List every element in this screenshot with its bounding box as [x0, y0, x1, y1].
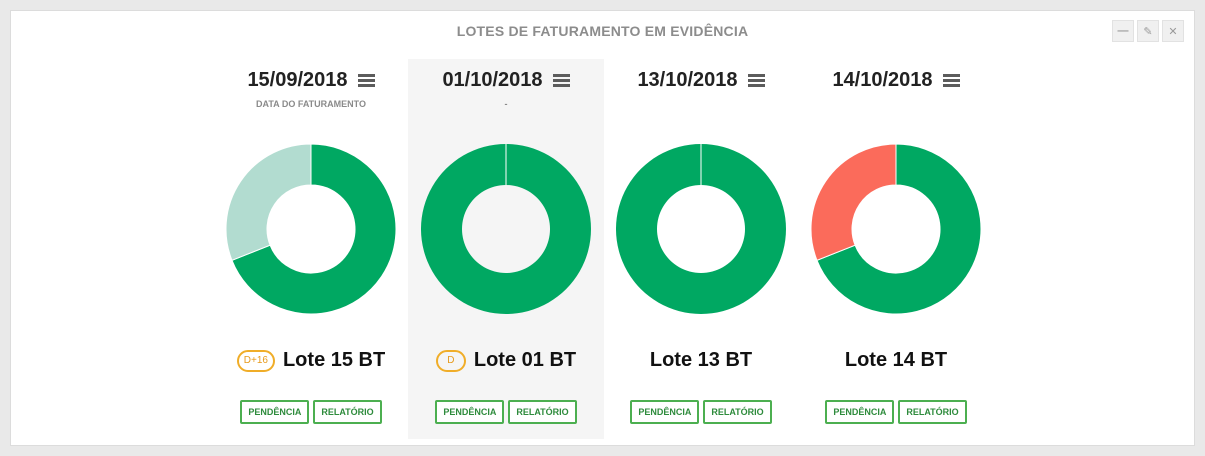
donut-segment: [421, 144, 591, 314]
billing-date: 14/10/2018: [832, 69, 933, 91]
lote-name: Lote 14 BT: [844, 349, 948, 371]
lote-column: 15/09/2018 DATA DO FATURAMENTO D+16 Lote…: [213, 59, 409, 439]
panel-title: LOTES DE FATURAMENTO EM EVIDÊNCIA: [456, 23, 749, 39]
minimize-icon[interactable]: —: [1112, 20, 1134, 42]
window-controls: — ✎ ✕: [1112, 20, 1184, 42]
pendencia-button[interactable]: PENDÊNCIA: [630, 400, 700, 424]
lotes-panel: LOTES DE FATURAMENTO EM EVIDÊNCIA — ✎ ✕ …: [10, 10, 1195, 446]
menu-icon[interactable]: [747, 74, 765, 87]
lote-column-selected: 01/10/2018 - D Lote 01 BT PENDÊNCIA RELA…: [408, 59, 604, 439]
menu-icon[interactable]: [357, 74, 375, 87]
relatorio-button[interactable]: RELATÓRIO: [703, 400, 772, 424]
billing-date: 15/09/2018: [247, 69, 348, 91]
days-badge: D+16: [236, 349, 275, 372]
lote-column: 14/10/2018 Lote 14 BT PENDÊNCIA RELATÓRI…: [798, 59, 994, 439]
menu-icon[interactable]: [552, 74, 570, 87]
relatorio-button[interactable]: RELATÓRIO: [313, 400, 382, 424]
pendencia-button[interactable]: PENDÊNCIA: [825, 400, 895, 424]
donut-segment: [226, 143, 312, 261]
donut-segment: [816, 143, 981, 315]
relatorio-button[interactable]: RELATÓRIO: [898, 400, 967, 424]
billing-date: 01/10/2018: [442, 69, 543, 91]
donut-segment: [231, 143, 396, 315]
billing-date: 13/10/2018: [637, 69, 738, 91]
lote-name: Lote 13 BT: [649, 349, 753, 371]
wrench-icon[interactable]: ✎: [1137, 20, 1159, 42]
donut-chart: [811, 143, 981, 315]
lote-name: Lote 15 BT: [282, 349, 386, 371]
close-icon[interactable]: ✕: [1162, 20, 1184, 42]
donut-chart: [226, 143, 396, 315]
menu-icon[interactable]: [942, 74, 960, 87]
relatorio-button[interactable]: RELATÓRIO: [508, 400, 577, 424]
date-subtitle: DATA DO FATURAMENTO: [256, 99, 366, 109]
pendencia-button[interactable]: PENDÊNCIA: [240, 400, 310, 424]
donut-chart: [421, 144, 591, 314]
donut-chart: [616, 144, 786, 314]
donut-segment: [811, 143, 897, 261]
days-badge: D: [435, 349, 466, 372]
lote-column: 13/10/2018 Lote 13 BT PENDÊNCIA RELATÓRI…: [603, 59, 799, 439]
pendencia-button[interactable]: PENDÊNCIA: [435, 400, 505, 424]
date-subtitle: -: [504, 99, 508, 109]
donut-segment: [616, 144, 786, 314]
lote-name: Lote 01 BT: [473, 349, 577, 371]
